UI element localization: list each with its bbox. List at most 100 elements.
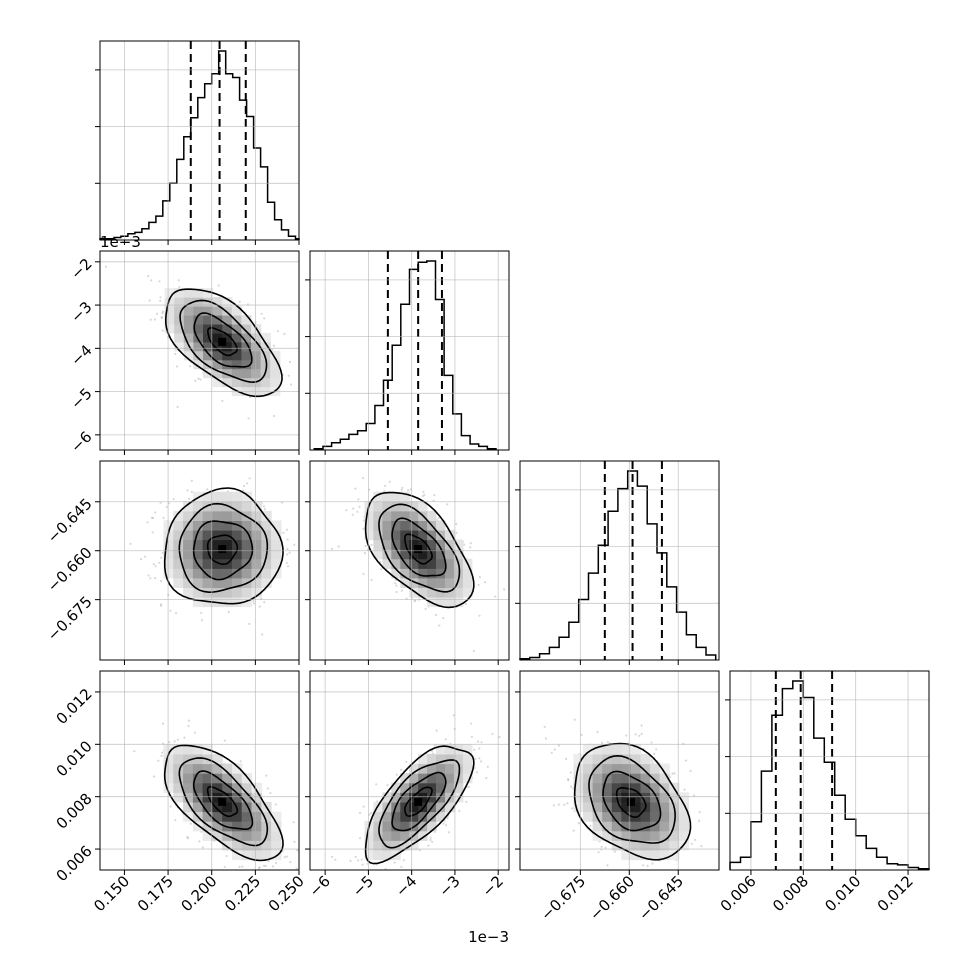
density-cell (436, 539, 446, 550)
sample-point (168, 741, 171, 744)
density-cell (445, 549, 455, 560)
sample-point (162, 722, 165, 725)
density-cell (462, 744, 473, 755)
density-cell (611, 801, 622, 813)
sample-point (238, 865, 241, 869)
density-cell (445, 568, 455, 579)
density-cell (231, 377, 242, 388)
density-cell (630, 773, 642, 784)
sample-point (190, 479, 193, 482)
density-cell (445, 763, 455, 774)
density-cell (669, 792, 680, 803)
density-cell (418, 587, 428, 598)
density-cell (192, 753, 204, 765)
sample-point (379, 560, 382, 564)
contour-line (573, 742, 692, 861)
density-cell (203, 306, 214, 316)
density-cell (418, 529, 428, 541)
density-cell (212, 792, 223, 803)
density-cell (232, 501, 243, 512)
density-cell (364, 510, 374, 521)
sample-point (183, 736, 186, 739)
density-cell (173, 792, 184, 803)
density-cell (202, 830, 213, 841)
sample-point (375, 783, 378, 786)
density-cell (364, 830, 374, 841)
sample-point (606, 864, 609, 867)
x-tick-label: 0.008 (769, 872, 812, 915)
density-cell (212, 821, 223, 832)
density-cell (400, 830, 410, 841)
density-cell (163, 549, 174, 560)
sample-point (150, 516, 153, 520)
density-cell (241, 520, 253, 531)
density-cell (203, 332, 214, 343)
density-cell (640, 773, 651, 784)
density-cell (436, 811, 446, 822)
density-cell (373, 520, 383, 531)
density-cell (183, 324, 194, 334)
sample-point (653, 752, 656, 756)
density-cell (241, 849, 253, 861)
density-cell (232, 510, 243, 521)
sample-point (248, 622, 251, 626)
density-cell (241, 782, 253, 793)
sample-point (640, 732, 643, 736)
density-cell (382, 558, 392, 569)
peak-cell (626, 797, 635, 806)
density-cell (241, 568, 253, 579)
density-cell (400, 549, 410, 560)
sample-point (480, 741, 483, 744)
sample-point (589, 824, 592, 828)
sample-point (368, 813, 371, 816)
peak-cell (218, 797, 227, 806)
density-cell (409, 801, 419, 813)
x-tick-label: −6 (306, 872, 334, 900)
density-cell (202, 520, 213, 531)
sample-point (567, 779, 570, 782)
density-cell (453, 587, 464, 598)
sample-point (557, 803, 561, 806)
sample-point (358, 811, 362, 815)
sample-point (424, 607, 427, 611)
sample-point (480, 760, 483, 763)
density-cell (251, 830, 262, 841)
sample-point (494, 595, 497, 598)
density-cell (222, 306, 233, 316)
density-cell (445, 529, 455, 541)
sample-point (444, 738, 447, 741)
density-cell (409, 587, 419, 598)
density-cell (174, 297, 185, 307)
contour-line (206, 534, 239, 565)
panel-frame (309, 670, 510, 871)
sample-point (464, 602, 468, 606)
y-tick-label: −0.660 (44, 544, 96, 596)
sample-point (152, 516, 155, 520)
sample-point (413, 600, 416, 603)
sample-point (241, 865, 244, 868)
contour-line (178, 757, 269, 847)
sample-point (282, 531, 285, 534)
density-cell (621, 744, 632, 755)
sample-point (144, 555, 147, 558)
density-cell (183, 744, 194, 755)
sample-point (573, 718, 576, 721)
density-cell (436, 792, 446, 803)
density-cell (659, 801, 670, 813)
sample-point (474, 757, 477, 760)
density-cell (592, 821, 603, 832)
density-cell (445, 801, 455, 813)
density-cell (251, 587, 262, 598)
sample-point (161, 551, 164, 554)
density-cell (183, 332, 194, 343)
density-cell (222, 520, 233, 531)
sample-point (478, 747, 481, 750)
sample-point (571, 807, 574, 810)
density-cell (418, 830, 428, 841)
sample-point (465, 800, 468, 804)
density-cell (583, 763, 594, 774)
density-cell (192, 529, 204, 541)
density-cell (222, 763, 233, 774)
x-tick-label: 0.150 (90, 872, 133, 915)
density-cell (261, 811, 272, 822)
